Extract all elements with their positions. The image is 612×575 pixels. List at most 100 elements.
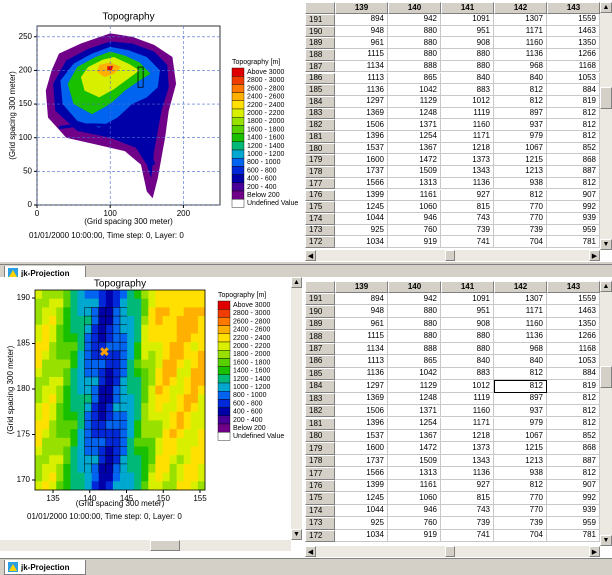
row-header[interactable]: 186: [305, 355, 335, 367]
row-header[interactable]: 189: [305, 318, 335, 330]
table-cell[interactable]: 815: [441, 201, 494, 213]
table-cell[interactable]: 1399: [335, 480, 388, 492]
table-cell[interactable]: 888: [388, 343, 441, 355]
table-cell[interactable]: 739: [441, 225, 494, 237]
table-cell[interactable]: 812: [494, 480, 547, 492]
table-cell[interactable]: 992: [547, 492, 600, 504]
table-cell[interactable]: 1373: [441, 154, 494, 166]
table-cell[interactable]: 1160: [441, 405, 494, 417]
table-cell[interactable]: 1171: [441, 131, 494, 143]
table-cell[interactable]: 880: [441, 330, 494, 342]
table-cell[interactable]: 1067: [494, 430, 547, 442]
table-cell[interactable]: 1136: [441, 467, 494, 479]
table-cell[interactable]: 938: [494, 467, 547, 479]
table-cell[interactable]: 1042: [388, 84, 441, 96]
row-header[interactable]: 175: [305, 201, 335, 213]
table-cell[interactable]: 1171: [441, 418, 494, 430]
scroll-up[interactable]: ▲: [600, 281, 612, 292]
table-cell[interactable]: 1168: [547, 343, 600, 355]
table-cell[interactable]: 812: [547, 418, 600, 430]
table-cell[interactable]: 1313: [388, 467, 441, 479]
column-header[interactable]: 143: [547, 281, 600, 293]
scroll-right[interactable]: ▶: [589, 250, 600, 261]
table-cell[interactable]: 1044: [335, 505, 388, 517]
table-cell[interactable]: 1369: [335, 393, 388, 405]
row-header[interactable]: 180: [305, 430, 335, 442]
table-cell[interactable]: 770: [494, 213, 547, 225]
row-header[interactable]: 176: [305, 190, 335, 202]
table-cell[interactable]: 1012: [441, 380, 494, 392]
table-cell[interactable]: 1248: [388, 108, 441, 120]
table-cell[interactable]: 1396: [335, 131, 388, 143]
horizontal-scrollbar[interactable]: [0, 540, 291, 551]
table-cell[interactable]: 1371: [388, 405, 441, 417]
table-cell[interactable]: 1160: [441, 119, 494, 131]
table-cell[interactable]: 1218: [441, 143, 494, 155]
scroll-thumb[interactable]: [445, 546, 455, 557]
table-cell[interactable]: 1472: [388, 154, 441, 166]
scroll-left[interactable]: ◀: [305, 250, 316, 261]
row-header[interactable]: 172: [305, 236, 335, 248]
row-header[interactable]: 181: [305, 131, 335, 143]
table-cell[interactable]: 743: [441, 213, 494, 225]
row-header[interactable]: 172: [305, 530, 335, 542]
table-cell[interactable]: 1042: [388, 368, 441, 380]
row-header[interactable]: 191: [305, 14, 335, 26]
table-cell[interactable]: 1113: [335, 355, 388, 367]
table-cell[interactable]: 959: [547, 517, 600, 529]
table-cell[interactable]: 880: [388, 305, 441, 317]
vertical-scrollbar[interactable]: [600, 281, 612, 546]
table-cell[interactable]: 887: [547, 455, 600, 467]
table-cell[interactable]: 1034: [335, 530, 388, 542]
table-cell[interactable]: 812: [494, 368, 547, 380]
table-cell[interactable]: 852: [547, 143, 600, 155]
table-cell[interactable]: 880: [388, 26, 441, 38]
table-cell[interactable]: 1737: [335, 166, 388, 178]
table-cell[interactable]: 865: [388, 355, 441, 367]
table-cell[interactable]: 1091: [441, 293, 494, 305]
column-header[interactable]: 141: [441, 281, 494, 293]
table-cell[interactable]: 760: [388, 225, 441, 237]
table-cell[interactable]: 894: [335, 293, 388, 305]
row-header[interactable]: 184: [305, 380, 335, 392]
row-header[interactable]: 185: [305, 84, 335, 96]
row-header[interactable]: 181: [305, 418, 335, 430]
table-cell[interactable]: 880: [441, 61, 494, 73]
table-cell[interactable]: 992: [547, 201, 600, 213]
row-header[interactable]: 177: [305, 467, 335, 479]
table-cell[interactable]: 739: [494, 517, 547, 529]
scroll-thumb[interactable]: [600, 366, 612, 388]
table-cell[interactable]: 939: [547, 505, 600, 517]
column-header[interactable]: 143: [547, 2, 600, 14]
table-cell[interactable]: 1136: [335, 368, 388, 380]
table-cell[interactable]: 812: [547, 178, 600, 190]
table-cell[interactable]: 908: [441, 318, 494, 330]
table-cell[interactable]: 812: [547, 131, 600, 143]
table-cell[interactable]: 743: [441, 505, 494, 517]
table-cell[interactable]: 840: [441, 355, 494, 367]
scroll-thumb[interactable]: [600, 87, 612, 109]
table-cell[interactable]: 1136: [335, 84, 388, 96]
table-cell[interactable]: 1396: [335, 418, 388, 430]
table-cell[interactable]: 919: [388, 236, 441, 248]
row-header[interactable]: 187: [305, 61, 335, 73]
table-cell[interactable]: 868: [547, 154, 600, 166]
table-cell[interactable]: 1506: [335, 405, 388, 417]
table-cell[interactable]: 908: [441, 37, 494, 49]
table-cell[interactable]: 907: [547, 480, 600, 492]
table-cell[interactable]: 1245: [335, 201, 388, 213]
table-cell[interactable]: 1245: [335, 492, 388, 504]
table-cell[interactable]: 1307: [494, 293, 547, 305]
table-cell[interactable]: 880: [441, 49, 494, 61]
table-cell[interactable]: 852: [547, 430, 600, 442]
row-header[interactable]: 175: [305, 492, 335, 504]
table-cell[interactable]: 1509: [388, 166, 441, 178]
table-cell[interactable]: 927: [441, 480, 494, 492]
row-header[interactable]: 186: [305, 73, 335, 85]
table-cell[interactable]: 968: [494, 343, 547, 355]
table-cell[interactable]: 939: [547, 213, 600, 225]
row-header[interactable]: 184: [305, 96, 335, 108]
row-header[interactable]: 188: [305, 49, 335, 61]
vertical-scrollbar[interactable]: [291, 277, 302, 540]
scroll-down[interactable]: ▼: [600, 239, 612, 250]
